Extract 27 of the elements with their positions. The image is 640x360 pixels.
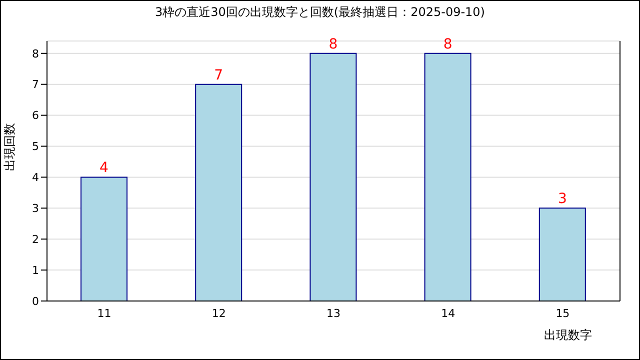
y-tick-label: 1 [32, 264, 39, 277]
bar [80, 176, 128, 301]
bar [424, 52, 472, 301]
bar [538, 208, 586, 301]
y-tick-label: 3 [32, 202, 39, 216]
x-axis-title: 出現数字 [544, 328, 592, 342]
x-tick-label: 14 [441, 306, 456, 320]
chart-title: 3枠の直近30回の出現数字と回数(最終抽選日：2025-09-10) [154, 4, 486, 21]
y-tick-label: 8 [32, 47, 39, 60]
x-tick-label: 13 [326, 306, 340, 320]
y-axis-title: 出現回数 [2, 123, 16, 171]
bar [195, 84, 242, 301]
data-label: 3 [558, 191, 567, 208]
y-tick-label: 6 [32, 109, 39, 122]
x-tick-label: 12 [212, 306, 226, 320]
data-label: 7 [214, 67, 224, 84]
y-tick-label: 4 [32, 171, 39, 184]
data-label: 8 [328, 36, 338, 52]
x-tick-label: 15 [556, 306, 570, 320]
data-label: 4 [100, 160, 109, 176]
y-tick-label: 2 [32, 233, 39, 246]
data-label: 8 [443, 36, 452, 52]
y-tick-label: 7 [32, 78, 39, 92]
y-tick-label: 0 [32, 294, 39, 308]
y-tick-label: 5 [32, 140, 39, 154]
bar [310, 52, 357, 301]
x-tick-label: 11 [97, 306, 112, 320]
